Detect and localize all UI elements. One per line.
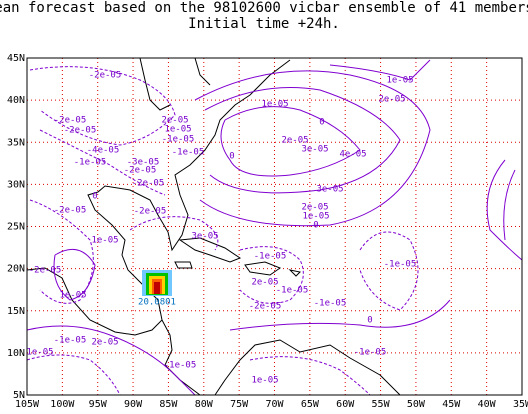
contour-label: -2e-05: [124, 166, 157, 176]
axis-ticks: 105W 100W 95W 90W 85W 80W 75W 70W 65W 60W 55W 50W 45…: [7, 53, 528, 410]
x-tick-label: 85W: [159, 399, 178, 410]
title-line: Initial time +24h.: [188, 16, 340, 32]
maximum-marker: 20.0801: [138, 270, 176, 308]
contour-label: 1e-05: [26, 348, 53, 358]
contour-label: -2e-05: [134, 207, 167, 217]
contour-label: -2e-05: [54, 206, 87, 216]
contour-line: [53, 248, 96, 301]
contour-label: -1e-05: [384, 260, 417, 270]
contour-label: 2e-05: [301, 203, 328, 213]
contour-label: 3e-05: [191, 232, 218, 242]
contour-label: -2e-05: [249, 302, 282, 312]
x-tick-label: 105W: [15, 399, 40, 410]
contour-label: 2e-05: [281, 136, 308, 146]
coastline: [26, 59, 291, 336]
y-tick-label: 20N: [7, 264, 25, 275]
contour-label: -1e-05: [164, 361, 197, 371]
contour-line: [503, 169, 516, 241]
contour-label: 0: [367, 316, 372, 326]
y-tick-label: 10N: [7, 348, 25, 359]
contour-label: 1e-05: [261, 100, 288, 110]
contour-label: -1e-05: [314, 299, 347, 309]
y-tick-label: 40N: [7, 95, 25, 106]
map-frame: [26, 57, 523, 396]
contour-line: [229, 299, 451, 331]
x-tick-label: 65W: [301, 399, 320, 410]
x-tick-label: 55W: [372, 399, 391, 410]
coastline: [161, 319, 401, 396]
contour-line: [29, 199, 94, 304]
x-tick-label: 40W: [478, 399, 497, 410]
contour-label: -1e-05: [276, 286, 309, 296]
contour-label: 1e-05: [302, 212, 329, 222]
contour-label: 0: [92, 192, 97, 202]
contour-label: 1e-05: [91, 236, 118, 246]
shade: [154, 282, 160, 294]
y-tick-label: 15N: [7, 306, 25, 317]
contour-label: -1e-05: [172, 148, 205, 158]
y-tick-label: 25N: [7, 222, 25, 233]
contour-label: 1e-05: [164, 125, 191, 135]
contour-label: -2e-05: [64, 126, 97, 136]
contour-label: -1e-05: [162, 135, 195, 145]
contour-line: [239, 246, 304, 304]
x-tick-label: 35W: [513, 399, 528, 410]
contour-line: [26, 325, 196, 396]
x-tick-label: 90W: [124, 399, 143, 410]
contour-label: -1e-05: [54, 336, 87, 346]
contour-line: [129, 216, 219, 251]
x-tick-label: 45W: [442, 399, 461, 410]
contour-label: -1e-05: [254, 252, 287, 262]
x-tick-label: 75W: [230, 399, 249, 410]
contour-label: 2e-05: [378, 95, 405, 105]
contour-label: 3e-05: [301, 145, 328, 155]
contour-label: 2e-05: [91, 338, 118, 348]
contour-label: 2e-05: [161, 116, 188, 126]
contour-label: -2e-05: [132, 179, 165, 189]
x-tick-label: 50W: [407, 399, 426, 410]
contour-line: [329, 59, 431, 81]
contour-label: -2e-05: [89, 71, 122, 81]
x-tick-label: 80W: [195, 399, 214, 410]
contour-label: -3e-05: [127, 158, 160, 168]
contour-label: 2e-05: [251, 278, 278, 288]
contour-label: -1e-05: [74, 158, 107, 168]
contour-line: [486, 159, 523, 261]
contour-label: 3e-05: [316, 185, 343, 195]
contour-label: -2e-05: [54, 116, 87, 126]
contour-label: -4e-05: [87, 146, 120, 156]
contour-line: [220, 106, 361, 177]
contour-label: 0: [229, 152, 234, 162]
y-tick-label: 35N: [7, 137, 25, 148]
max-label: 20.0801: [138, 298, 176, 308]
contour-label: 1e-05: [386, 76, 413, 86]
title-line: Mean forecast based on the 98102600 vicb…: [0, 0, 528, 16]
x-tick-label: 100W: [50, 399, 75, 410]
contour-label: 0: [313, 221, 318, 231]
contour-label: -1e-05: [354, 348, 387, 358]
contour-label: -2e-05: [29, 266, 62, 276]
contours: [26, 59, 523, 396]
contour-line: [29, 66, 176, 146]
y-tick-label: 45N: [7, 53, 25, 64]
contour-line: [249, 356, 371, 396]
contour-label: 4e-05: [339, 150, 366, 160]
contour-line: [194, 70, 431, 227]
contour-label: 1e-05: [251, 376, 278, 386]
x-tick-label: 60W: [336, 399, 355, 410]
contour-line: [359, 231, 419, 311]
x-tick-label: 95W: [89, 399, 108, 410]
contour-labels: -2e-05 1e-052e-051e-05-2e-05-2e-052e-051e…: [26, 71, 416, 386]
contour-label: 0: [319, 118, 324, 128]
x-tick-label: 70W: [265, 399, 284, 410]
y-tick-label: 5N: [13, 390, 25, 401]
contour-line: [26, 354, 121, 396]
contour-label: 1e-05: [59, 291, 86, 301]
island: [174, 237, 302, 277]
contour-line: [204, 87, 401, 194]
y-tick-label: 30N: [7, 179, 25, 190]
